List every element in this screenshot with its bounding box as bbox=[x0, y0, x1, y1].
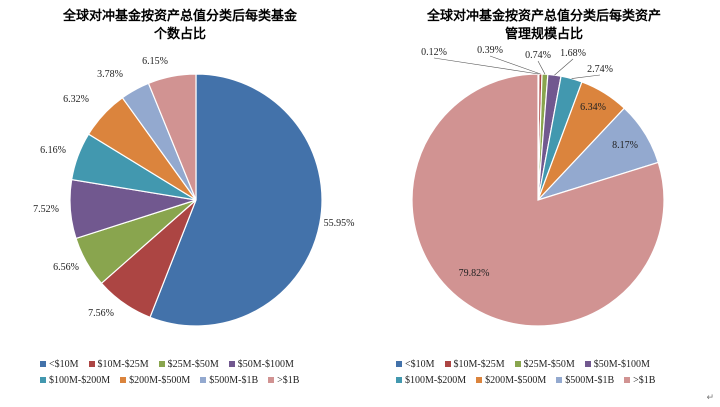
data-label: 6.32% bbox=[63, 94, 89, 105]
data-label: 7.56% bbox=[88, 308, 114, 319]
pie-slice bbox=[149, 73, 323, 327]
legend-label: $100M-$200M bbox=[405, 375, 467, 386]
legend-item: $10M-$25M bbox=[88, 357, 149, 373]
legend-label: >$1B bbox=[277, 375, 300, 386]
legend-swatch bbox=[624, 377, 631, 383]
data-label: 6.34% bbox=[580, 102, 606, 113]
legend-label: <$10M bbox=[49, 359, 79, 370]
legend-label: $500M-$1B bbox=[209, 375, 259, 386]
pie-chart-aum: 0.12% 0.39% 0.74% 1.68%2.74% 6.34% 8.17% 79.82… bbox=[411, 45, 665, 327]
legend-item: $500M-$1B bbox=[556, 373, 614, 389]
legend-label: $100M-$200M bbox=[49, 375, 111, 386]
legend-item: $25M-$50M bbox=[514, 357, 575, 373]
legend-label: $25M-$50M bbox=[523, 359, 575, 370]
legend-item: $500M-$1B bbox=[200, 373, 258, 389]
legend-item: <$10M bbox=[40, 357, 79, 373]
chart-panel-aum: 全球对冲基金按资产总值分类后每类资产 管理规模占比 0.12% 0.39% 0.74… bbox=[368, 0, 720, 407]
legend-swatch bbox=[200, 377, 207, 383]
leader-line bbox=[489, 55, 541, 75]
data-label: 6.56% bbox=[53, 262, 79, 273]
legend-swatch bbox=[444, 361, 451, 367]
legend-row: <$10M $10M-$25M $25M-$50M $50M-$100M bbox=[40, 357, 309, 373]
pie-slice bbox=[147, 73, 197, 201]
chart-title: 全球对冲基金按资产总值分类后每类资产 管理规模占比 bbox=[368, 8, 720, 44]
chart-legend: <$10M $10M-$25M $25M-$50M $50M-$100M $100M-$… bbox=[396, 357, 665, 389]
legend-row: <$10M $10M-$25M $25M-$50M $50M-$100M bbox=[396, 357, 665, 373]
legend-item: $50M-$100M bbox=[228, 357, 294, 373]
legend-item: $200M-$500M bbox=[120, 373, 190, 389]
data-label: 79.82% bbox=[459, 268, 490, 279]
leader-line bbox=[433, 57, 539, 75]
legend-swatch bbox=[396, 361, 402, 367]
legend-item: $10M-$25M bbox=[444, 357, 505, 373]
data-label: 6.15% bbox=[142, 56, 168, 67]
legend-label: $25M-$50M bbox=[167, 359, 219, 370]
pie-slice bbox=[411, 73, 665, 327]
chart-title: 全球对冲基金按资产总值分类后每类基金 个数占比 bbox=[0, 8, 360, 44]
data-label: 0.74% bbox=[525, 50, 551, 61]
legend-label: >$1B bbox=[633, 375, 656, 386]
legend-item: <$10M bbox=[396, 357, 435, 373]
leader-line bbox=[554, 58, 574, 76]
chart-title-line-2: 管理规模占比 bbox=[504, 27, 583, 42]
legend-item: $50M-$100M bbox=[584, 357, 650, 373]
legend-item: $100M-$200M bbox=[40, 373, 110, 389]
legend-item: $200M-$500M bbox=[476, 373, 546, 389]
legend-swatch bbox=[120, 377, 127, 383]
legend-swatch bbox=[40, 377, 46, 383]
chart-title-line-1: 全球对冲基金按资产总值分类后每类资产 bbox=[426, 9, 661, 24]
legend-item: $100M-$200M bbox=[396, 373, 466, 389]
legend-swatch bbox=[476, 377, 483, 383]
legend-swatch bbox=[228, 361, 235, 367]
chart-legend: <$10M $10M-$25M $25M-$50M $50M-$100M $100M-$… bbox=[40, 357, 309, 389]
leader-line bbox=[571, 74, 601, 79]
data-label: 55.95% bbox=[324, 218, 355, 229]
legend-label: $10M-$25M bbox=[97, 359, 149, 370]
legend-item: >$1B bbox=[268, 373, 299, 389]
data-label: 3.78% bbox=[97, 69, 123, 80]
legend-swatch bbox=[158, 361, 165, 367]
legend-label: $500M-$1B bbox=[565, 375, 615, 386]
leader-line bbox=[537, 60, 546, 75]
pie-chart-count: 55.95% 7.56% 6.56% 7.52% 6.16% 6.32% 3.78% 6.15… bbox=[33, 56, 355, 327]
legend-swatch bbox=[396, 377, 402, 383]
data-label: 8.17% bbox=[612, 140, 638, 151]
legend-row: $100M-$200M $200M-$500M $500M-$1B >$1B bbox=[40, 373, 309, 389]
legend-label: $200M-$500M bbox=[129, 375, 191, 386]
legend-swatch bbox=[556, 377, 563, 383]
legend-item: $25M-$50M bbox=[158, 357, 219, 373]
legend-label: <$10M bbox=[405, 359, 435, 370]
data-label: 0.39% bbox=[477, 45, 503, 56]
paragraph-mark: ↵ bbox=[706, 393, 714, 403]
data-label: 0.12% bbox=[421, 47, 447, 58]
data-label: 1.68% bbox=[560, 48, 586, 59]
legend-label: $50M-$100M bbox=[593, 359, 650, 370]
legend-row: $100M-$200M $200M-$500M $500M-$1B >$1B bbox=[396, 373, 665, 389]
legend-label: $50M-$100M bbox=[237, 359, 294, 370]
legend-item: >$1B bbox=[624, 373, 655, 389]
legend-swatch bbox=[268, 377, 275, 383]
legend-label: $200M-$500M bbox=[485, 375, 547, 386]
data-label: 2.74% bbox=[587, 64, 613, 75]
chart-title-line-2: 个数占比 bbox=[153, 27, 206, 42]
chart-panel-count: 全球对冲基金按资产总值分类后每类基金 个数占比 55.95% 7.56% 6.56%… bbox=[0, 8, 360, 389]
chart-title-line-1: 全球对冲基金按资产总值分类后每类基金 bbox=[62, 9, 297, 24]
legend-swatch bbox=[584, 361, 591, 367]
legend-swatch bbox=[40, 361, 46, 367]
legend-label: $10M-$25M bbox=[453, 359, 505, 370]
legend-swatch bbox=[514, 361, 521, 367]
data-label: 6.16% bbox=[40, 145, 66, 156]
legend-swatch bbox=[88, 361, 95, 367]
data-label: 7.52% bbox=[33, 204, 59, 215]
